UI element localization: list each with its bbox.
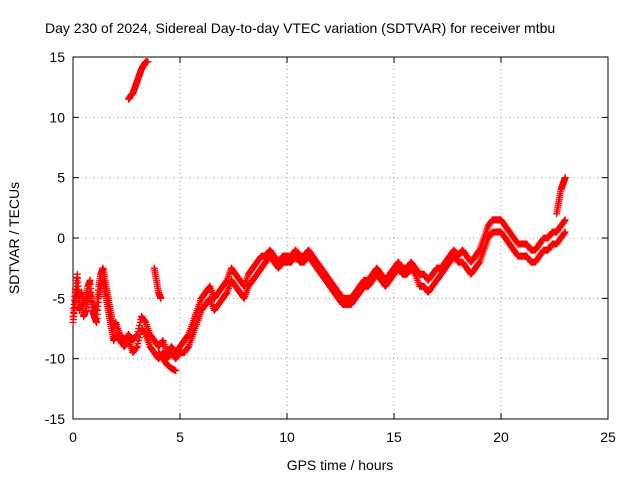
data-points [69, 58, 569, 375]
data-point-marker [157, 294, 165, 302]
chart-title: Day 230 of 2024, Sidereal Day-to-day VTE… [45, 20, 555, 36]
x-tick-label: 20 [493, 429, 509, 445]
y-tick-label: 5 [57, 170, 65, 186]
data-point-marker [172, 367, 180, 375]
x-tick-label: 25 [600, 429, 616, 445]
data-point-marker [561, 216, 569, 224]
y-tick-label: -5 [53, 290, 66, 306]
data-point-marker [132, 344, 140, 352]
y-tick-label: -15 [45, 411, 65, 427]
data-point-marker [475, 259, 483, 267]
y-tick-labels: -15 -10 -5 0 5 10 15 [45, 49, 65, 427]
data-point-marker [560, 217, 568, 225]
grid [73, 57, 608, 419]
data-point-marker [135, 337, 143, 345]
axis-ticks [72, 56, 609, 420]
data-point-marker [184, 332, 192, 340]
y-tick-label: 10 [49, 109, 65, 125]
x-axis-label: GPS time / hours [287, 457, 394, 473]
x-tick-label: 0 [69, 429, 77, 445]
x-tick-labels: 0 5 10 15 20 25 [69, 429, 616, 445]
x-tick-label: 15 [386, 429, 402, 445]
data-point-marker [134, 340, 142, 348]
data-point-marker [141, 317, 149, 325]
x-tick-label: 5 [176, 429, 184, 445]
data-point-marker [561, 174, 569, 182]
data-point-marker [141, 330, 149, 338]
data-point-marker [222, 289, 230, 297]
y-tick-label: 15 [49, 49, 65, 65]
data-point-marker [561, 228, 569, 236]
data-point-marker [133, 343, 141, 351]
data-point-marker [135, 334, 143, 342]
y-tick-label: 0 [57, 230, 65, 246]
data-point-marker [411, 269, 419, 277]
data-point-marker [475, 247, 483, 255]
x-tick-label: 10 [279, 429, 295, 445]
data-point-marker [560, 229, 568, 237]
data-point-marker [144, 58, 152, 66]
data-point-marker [184, 344, 192, 352]
y-tick-label: -10 [45, 351, 65, 367]
y-axis-label: SDTVAR / TECUs [6, 182, 22, 294]
